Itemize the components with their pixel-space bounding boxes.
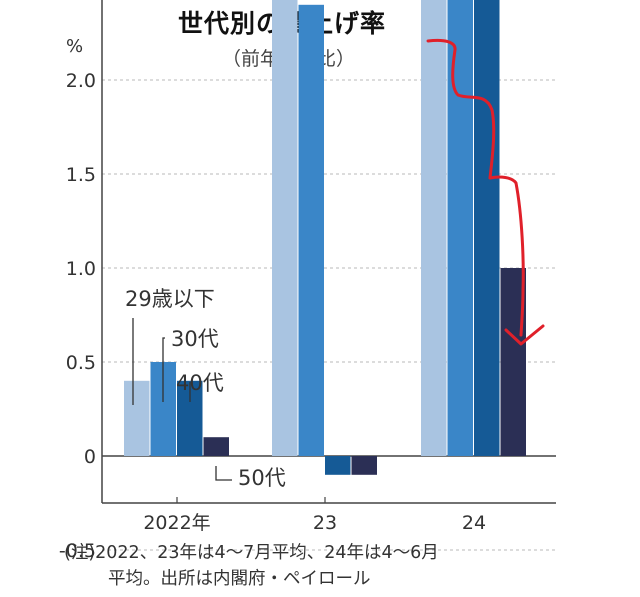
legend-label: 30代 xyxy=(171,327,219,351)
annotation-arrow-line xyxy=(426,38,525,337)
y-tick-label: -0.5 xyxy=(59,540,96,562)
bar xyxy=(474,0,500,457)
legend-leader-line xyxy=(162,337,165,402)
bar xyxy=(325,456,351,475)
bar xyxy=(447,0,473,456)
footnote: (注)2022、23年は4～7月平均、24年は4～6月 平均。出所は内閣府・ペイ… xyxy=(64,540,439,592)
bar xyxy=(203,437,229,456)
legend-label: 29歳以下 xyxy=(125,287,215,311)
bar xyxy=(124,380,150,456)
legend-leader-line xyxy=(215,466,232,481)
y-tick-label: 0.5 xyxy=(66,352,96,374)
bar xyxy=(298,4,324,457)
y-tick-label: 1.0 xyxy=(66,258,96,280)
legend-label: 50代 xyxy=(238,466,286,490)
x-category-label: 23 xyxy=(313,512,337,534)
annotation-arrow-head xyxy=(504,324,545,346)
x-category-label: 24 xyxy=(462,512,486,534)
footnote-line-2: 平均。出所は内閣府・ペイロール xyxy=(108,569,371,589)
y-unit-label: % xyxy=(66,36,83,57)
footnote-line-1: (注)2022、23年は4～7月平均、24年は4～6月 xyxy=(64,543,439,563)
bar xyxy=(421,0,447,456)
x-category-label: 2022年 xyxy=(143,512,210,534)
y-tick-label: 1.5 xyxy=(66,164,96,186)
bar xyxy=(351,456,377,475)
bar xyxy=(272,0,298,456)
y-tick-label: 2.0 xyxy=(66,70,96,92)
y-tick-label: 0 xyxy=(84,446,96,468)
legend-label: 40代 xyxy=(176,371,224,395)
